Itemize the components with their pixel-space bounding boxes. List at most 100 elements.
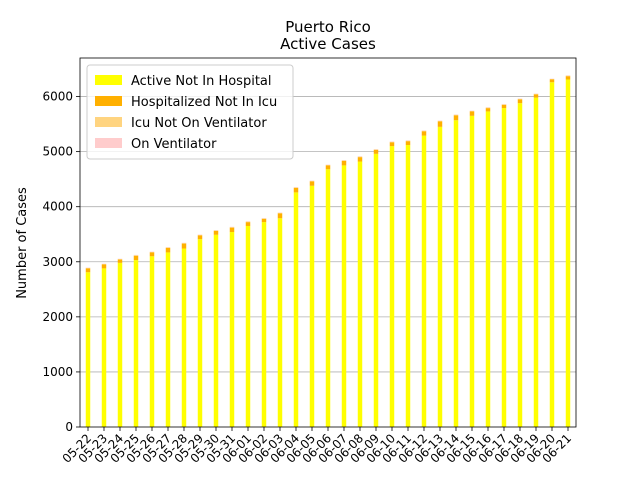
bar-segment — [86, 268, 90, 272]
legend-label: On Ventilator — [131, 137, 217, 152]
bar-segment — [230, 228, 234, 232]
bar-segment — [150, 256, 154, 427]
bar-segment — [374, 150, 378, 154]
bar-segment — [422, 136, 426, 427]
bar-segment — [86, 268, 90, 269]
bar-segment — [470, 111, 474, 112]
y-tick-label: 6000 — [42, 90, 73, 104]
bar-segment — [86, 272, 90, 427]
bar-segment — [566, 76, 570, 79]
y-tick-label: 3000 — [42, 255, 73, 269]
chart-subtitle: Active Cases — [280, 35, 376, 53]
y-tick-label: 5000 — [42, 145, 73, 159]
bar-segment — [566, 76, 570, 77]
bar-segment — [518, 99, 522, 103]
bar-segment — [262, 222, 266, 427]
bar-segment — [470, 116, 474, 427]
bar-segment — [534, 94, 538, 95]
bar-segment — [214, 235, 218, 427]
bar-segment — [150, 252, 154, 253]
legend-label: Active Not In Hospital — [131, 74, 272, 89]
bar-segment — [342, 165, 346, 427]
bar-segment — [518, 103, 522, 427]
bar-segment — [262, 218, 266, 219]
bar-segment — [182, 249, 186, 427]
bar-segment — [470, 111, 474, 115]
bar-segment — [486, 108, 490, 111]
y-axis-label: Number of Cases — [15, 187, 30, 299]
bar-segment — [566, 79, 570, 427]
bar-segment — [374, 149, 378, 150]
bar-segment — [550, 82, 554, 427]
legend-swatch — [95, 117, 122, 127]
bar-segment — [454, 120, 458, 427]
bar-segment — [454, 115, 458, 116]
bar-segment — [502, 104, 506, 105]
bar-segment — [438, 121, 442, 122]
bar-segment — [166, 247, 170, 248]
y-tick-label: 0 — [65, 420, 73, 434]
bar-segment — [406, 141, 410, 142]
y-tick-label: 1000 — [42, 365, 73, 379]
bar-segment — [438, 127, 442, 427]
bar-segment — [102, 264, 106, 265]
bar-segment — [374, 154, 378, 427]
bar-segment — [342, 160, 346, 161]
bar-segment — [550, 79, 554, 82]
bar-segment — [278, 218, 282, 427]
bar-segment — [502, 105, 506, 108]
bar-segment — [326, 165, 330, 169]
bar-segment — [262, 219, 266, 222]
bar-segment — [422, 131, 426, 132]
bar-segment — [246, 226, 250, 427]
bar-segment — [534, 94, 538, 97]
bar-segment — [486, 111, 490, 427]
bar-segment — [134, 255, 138, 256]
bar-segment — [150, 252, 154, 256]
bar-segment — [534, 98, 538, 427]
legend-label: Hospitalized Not In Icu — [131, 95, 277, 110]
bar-segment — [406, 145, 410, 427]
bar-segment — [214, 231, 218, 235]
bar-segment — [358, 157, 362, 158]
bar-segment — [118, 259, 122, 260]
bar-segment — [358, 157, 362, 161]
bar-segment — [230, 232, 234, 427]
bar-segment — [550, 79, 554, 80]
bar-segment — [166, 252, 170, 427]
bar-segment — [278, 213, 282, 218]
bar-segment — [278, 213, 282, 214]
bar-segment — [310, 181, 314, 185]
bar-segment — [406, 141, 410, 145]
bar-segment — [102, 265, 106, 269]
bar-segment — [438, 121, 442, 127]
bar-segment — [502, 108, 506, 427]
bar-segment — [198, 239, 202, 427]
bar-segment — [294, 192, 298, 427]
bar-segment — [246, 222, 250, 223]
bar-segment — [230, 227, 234, 228]
bar-segment — [310, 181, 314, 182]
y-tick-label: 4000 — [42, 200, 73, 214]
bar-segment — [198, 235, 202, 236]
bar-segment — [342, 161, 346, 165]
legend-swatch — [95, 75, 122, 85]
bar-segment — [134, 256, 138, 260]
bar-segment — [390, 146, 394, 427]
bar-segment — [166, 248, 170, 252]
legend-label: Icu Not On Ventilator — [131, 116, 267, 131]
bar-segment — [454, 115, 458, 120]
bar-segment — [486, 108, 490, 109]
bar-segment — [102, 268, 106, 427]
legend-swatch — [95, 138, 122, 148]
y-tick-label: 2000 — [42, 310, 73, 324]
bar-segment — [294, 188, 298, 192]
bar-segment — [390, 142, 394, 143]
legend: Active Not In Hospital Hospitalized Not I… — [87, 65, 293, 159]
bar-segment — [390, 142, 394, 146]
bar-segment — [118, 260, 122, 263]
bar-segment — [422, 131, 426, 135]
bar-segment — [518, 99, 522, 100]
